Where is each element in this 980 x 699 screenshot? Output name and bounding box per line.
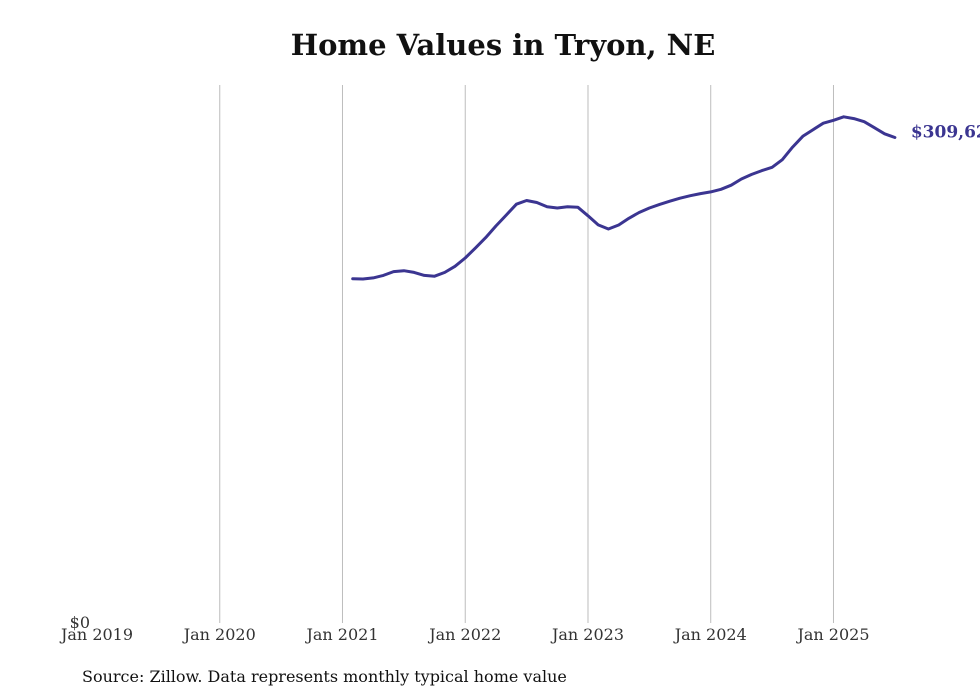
x-tick-label: Jan 2019 (59, 625, 133, 644)
x-tick-label: Jan 2022 (427, 625, 501, 644)
y-tick-label: $0 (70, 613, 90, 632)
x-tick-label: Jan 2023 (550, 625, 624, 644)
end-value-label: $309,621 (911, 122, 980, 142)
x-tick-label: Jan 2021 (304, 625, 378, 644)
x-axis-ticks: Jan 2019 Jan 2020 Jan 2021 Jan 2022 Jan 2023… (59, 625, 870, 644)
x-tick-label: Jan 2024 (673, 625, 747, 644)
series-layer (351, 115, 897, 281)
y-axis-ticks: $0 (70, 613, 90, 632)
chart-title: Home Values in Tryon, NE (290, 28, 716, 62)
source-note: Source: Zillow. Data represents monthly … (82, 667, 567, 686)
gridlines (219, 85, 834, 623)
x-tick-label: Jan 2025 (795, 625, 869, 644)
x-tick-label: Jan 2020 (182, 625, 256, 644)
series-line (351, 115, 897, 281)
line-chart: Jan 2019 Jan 2020 Jan 2021 Jan 2022 Jan 2023… (59, 85, 980, 644)
